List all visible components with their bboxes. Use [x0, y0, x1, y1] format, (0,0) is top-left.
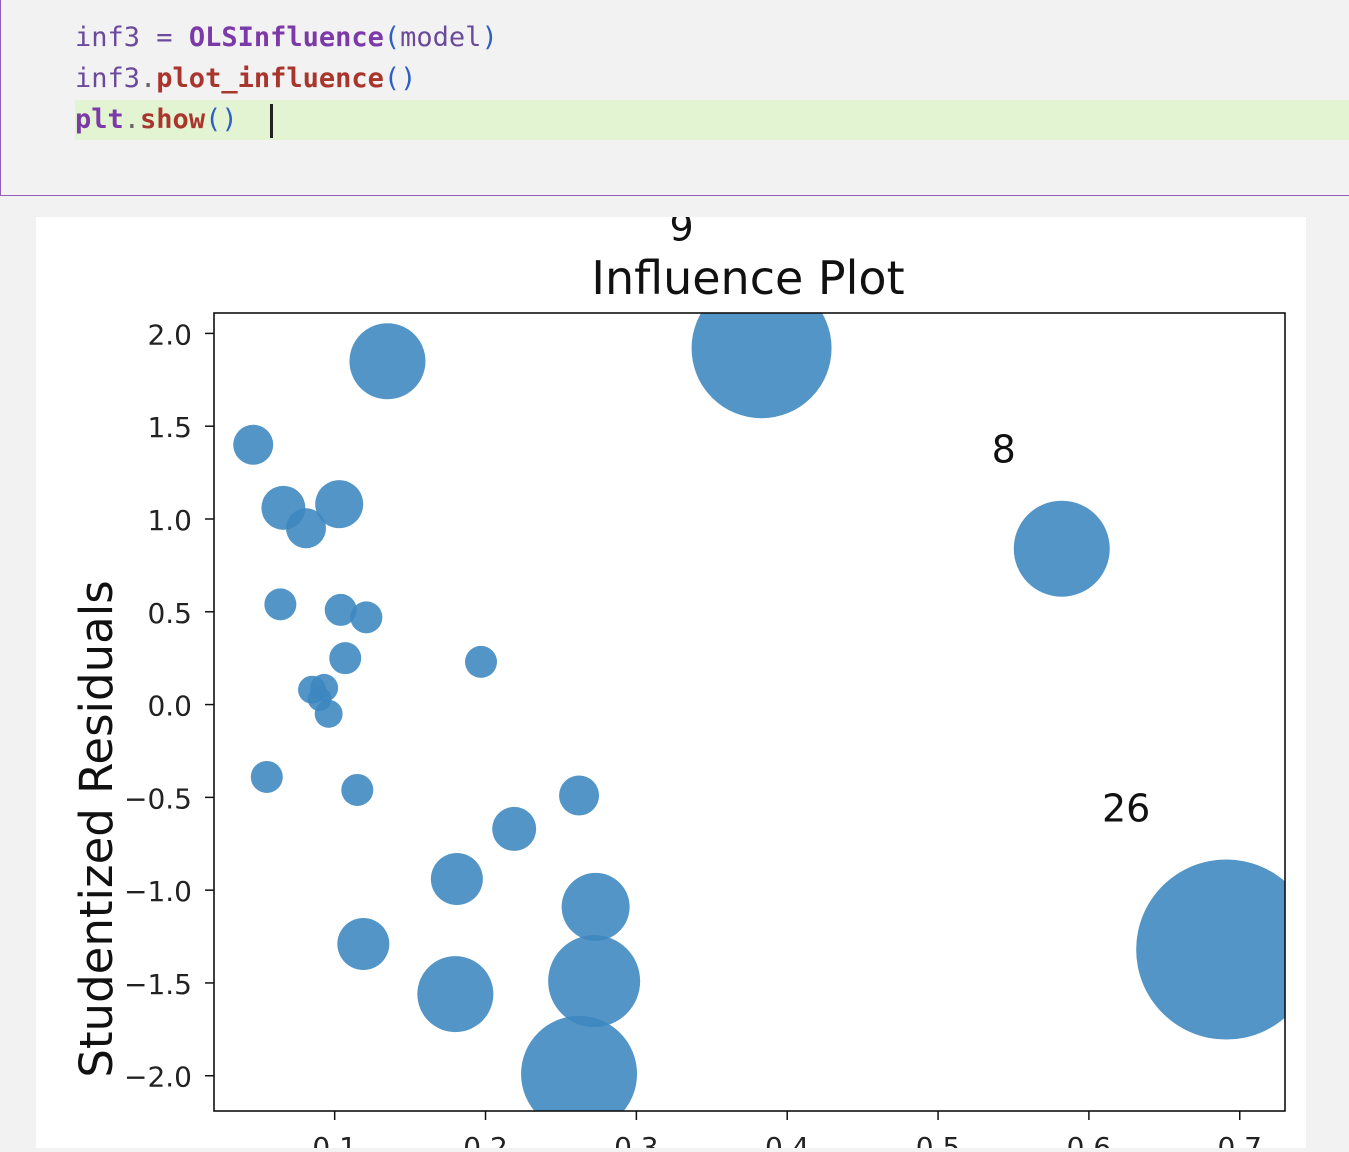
code-line-3[interactable]: plt.show() [75, 100, 1349, 140]
x-tick-label: 0.4 [765, 1131, 810, 1148]
code-cell[interactable]: inf3 = OLSInfluence(model) inf3.plot_inf… [0, 0, 1349, 196]
code-token: show [140, 104, 206, 135]
code-token: = [140, 22, 189, 53]
y-tick-label: −1.5 [124, 968, 192, 1001]
scatter-point [561, 872, 630, 941]
scatter-point [1013, 500, 1110, 597]
code-token: inf3 [75, 22, 141, 53]
scatter-point [329, 642, 362, 675]
x-tick-label: 0.5 [916, 1131, 961, 1148]
scatter-point [349, 323, 426, 400]
scatter-point [691, 313, 832, 419]
code-token: () [205, 104, 238, 135]
plot-frame [213, 312, 1286, 1112]
x-tick-label: 0.1 [312, 1131, 357, 1148]
y-tick-label: 0.5 [147, 597, 192, 630]
scatter-point [417, 956, 494, 1033]
y-tick-label: −1.0 [124, 875, 192, 908]
points-layer [233, 313, 1285, 1111]
scatter-point [548, 935, 641, 1028]
code-token: OLSInfluence [188, 22, 384, 53]
point-label: 26 [1102, 787, 1150, 831]
text-cursor [269, 103, 273, 138]
scatter-point [350, 601, 383, 634]
scatter-point [315, 480, 364, 529]
y-axis-label: Studentized Residuals [70, 580, 123, 1077]
y-tick-label: 1.0 [147, 504, 192, 537]
scatter-point [464, 645, 497, 678]
x-tick-label: 0.3 [614, 1131, 659, 1148]
code-token: inf3 [75, 63, 141, 94]
y-tick-label: −0.5 [124, 782, 192, 815]
code-token: model [400, 22, 482, 53]
scatter-point [341, 773, 374, 806]
code-line-2[interactable]: inf3.plot_influence() [75, 59, 416, 99]
scatter-point [324, 593, 357, 626]
scatter-point [286, 508, 327, 549]
y-tick-label: 0.0 [147, 690, 192, 723]
cell-output: 2.0 1.5 1.0 0.5 0.0 −0.5 −1.0 −1.5 −2.0 0.1 0.2 0.3… [36, 205, 1306, 1152]
scatter-point [559, 775, 600, 816]
scatter-point [1136, 859, 1285, 1040]
scatter-point [314, 699, 343, 728]
scatter-point [430, 853, 483, 906]
code-token: ) [481, 22, 498, 53]
code-token: () [383, 63, 417, 94]
code-token: . [123, 104, 141, 135]
scatter-point [264, 588, 297, 621]
code-line-1[interactable]: inf3 = OLSInfluence(model) [75, 18, 498, 58]
code-token: ( [383, 22, 401, 53]
axis-ticks: 2.0 1.5 1.0 0.5 0.0 −0.5 −1.0 −1.5 −2.0 0.1 0.2 0.3… [124, 318, 1262, 1152]
y-tick-label: 2.0 [147, 318, 192, 351]
point-label: 9 [669, 217, 693, 249]
x-tick-label: 0.6 [1067, 1131, 1112, 1148]
x-tick-label: 0.7 [1217, 1131, 1262, 1148]
chart-title: Influence Plot [591, 251, 904, 305]
x-tick-label: 0.2 [463, 1131, 508, 1148]
scatter-point [337, 917, 390, 970]
influence-plot-chart: 2.0 1.5 1.0 0.5 0.0 −0.5 −1.0 −1.5 −2.0 0.1 0.2 0.3… [70, 205, 1286, 1152]
scatter-point [250, 760, 283, 793]
scatter-point [492, 806, 537, 851]
point-label: 8 [992, 428, 1016, 472]
scatter-point [233, 424, 274, 465]
scatter-point [521, 1015, 638, 1111]
code-token: plt [75, 104, 124, 135]
code-token: plot_influence [156, 63, 384, 94]
y-tick-label: 1.5 [147, 411, 192, 444]
code-token: . [140, 63, 157, 94]
y-tick-label: −2.0 [124, 1061, 192, 1094]
